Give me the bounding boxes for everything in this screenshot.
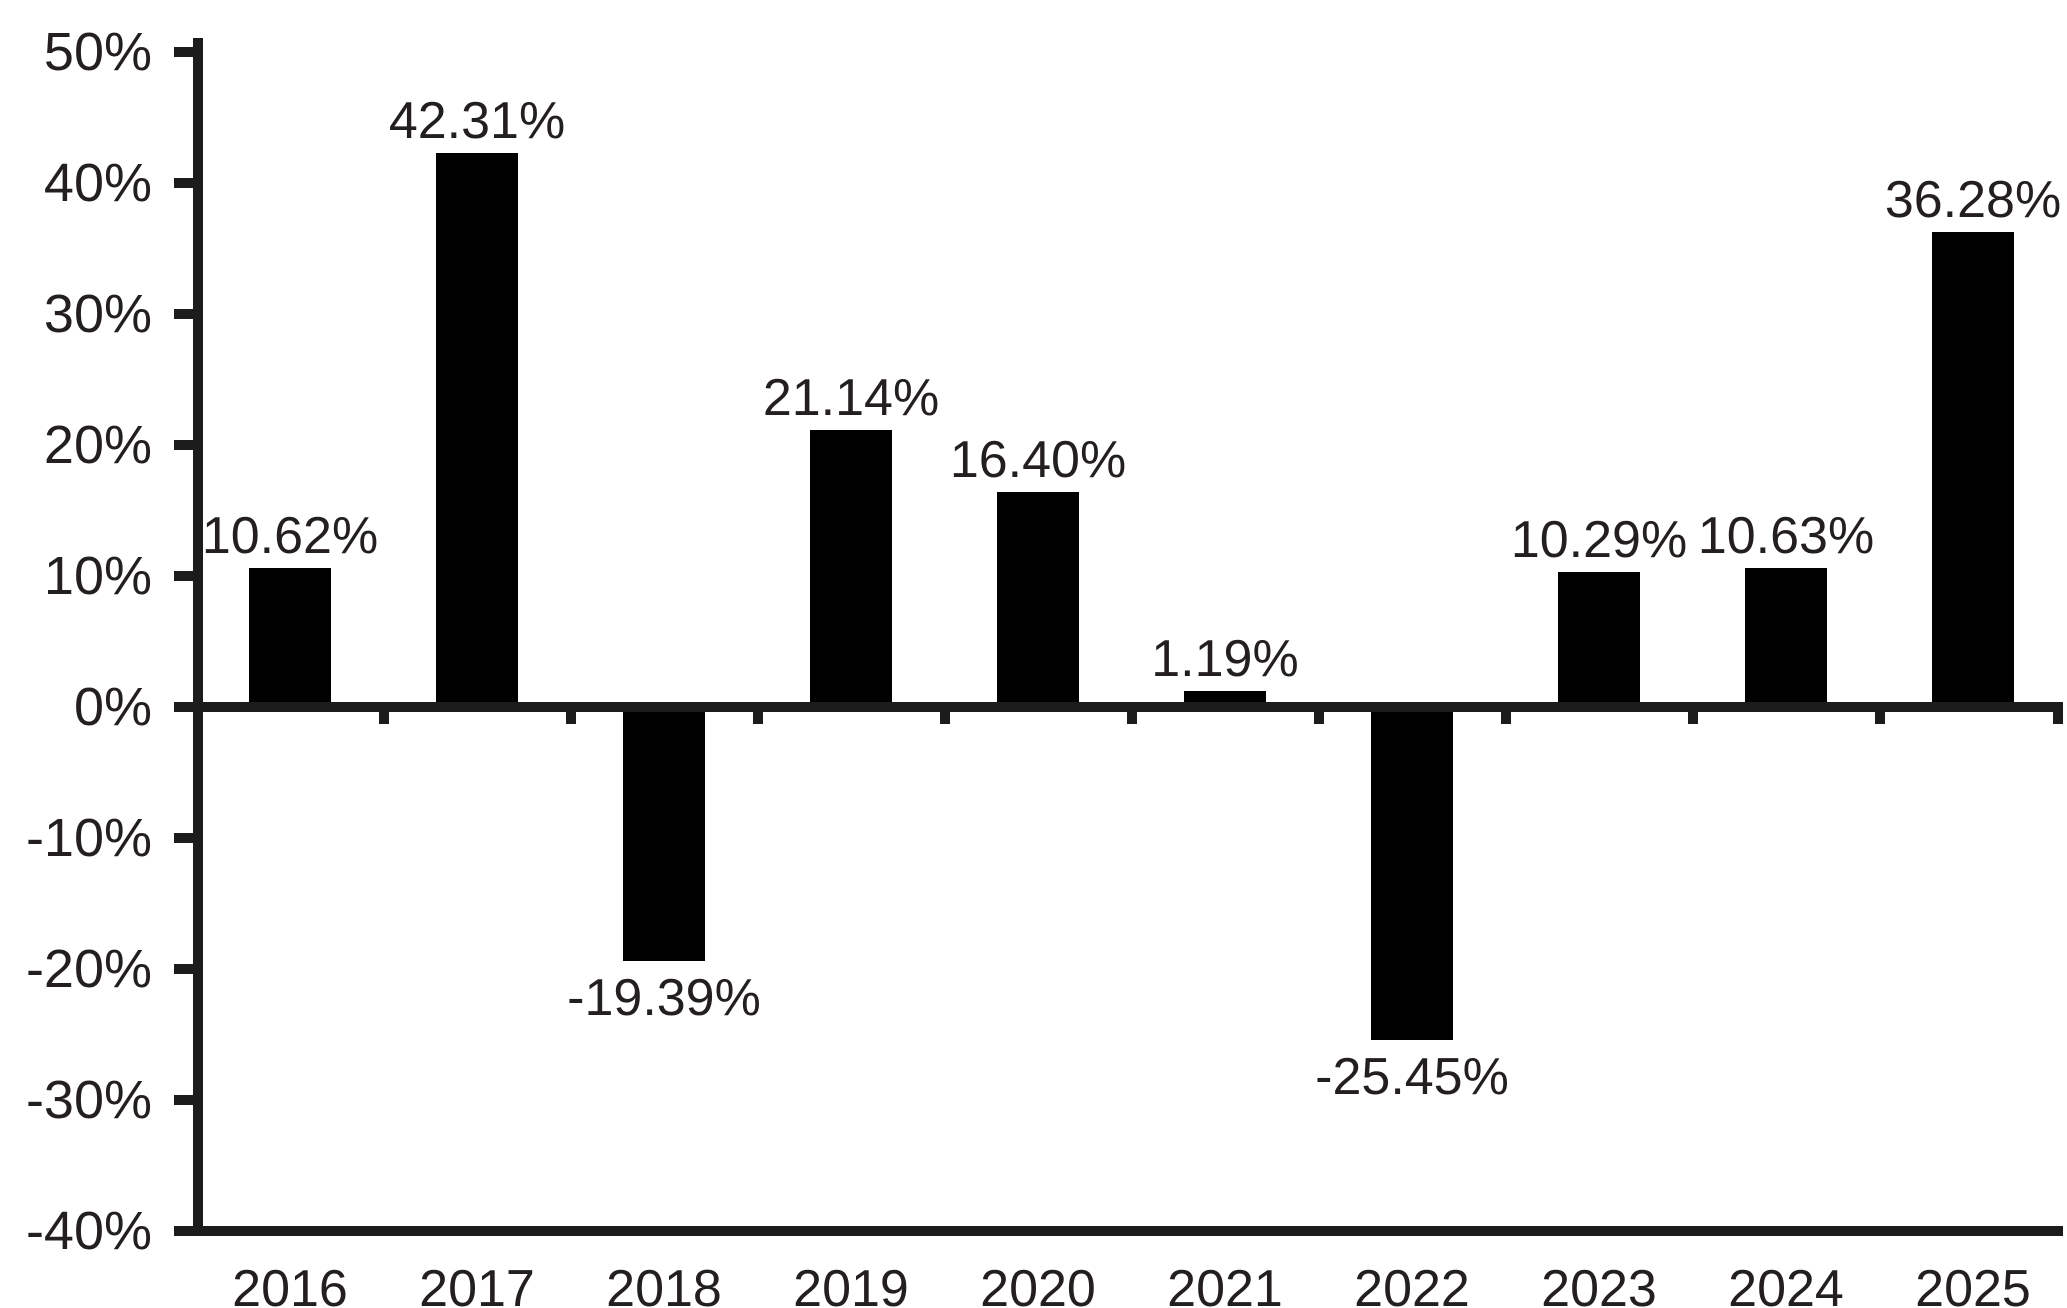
bar-value-label: -19.39% xyxy=(567,969,761,1027)
y-tick xyxy=(174,1095,202,1105)
bottom-spine xyxy=(192,1226,2063,1236)
x-category-label-2017: 2017 xyxy=(419,1260,535,1308)
y-tick-label: -40% xyxy=(25,1201,152,1261)
y-axis-spine xyxy=(192,38,203,1236)
y-tick xyxy=(174,440,202,450)
y-tick xyxy=(174,178,202,188)
x-category-label-2021: 2021 xyxy=(1167,1260,1283,1308)
x-tick xyxy=(1687,707,1698,724)
y-tick-label: 20% xyxy=(43,415,152,475)
y-tick-label: 40% xyxy=(43,153,152,213)
x-tick xyxy=(2053,707,2063,724)
bar-2019 xyxy=(810,430,892,707)
y-tick-label: -10% xyxy=(25,808,152,868)
y-tick-label: 0% xyxy=(73,677,152,737)
x-tick xyxy=(1313,707,1324,724)
x-tick xyxy=(1874,707,1885,724)
bar-value-label: 10.63% xyxy=(1697,506,1875,565)
bar-2016 xyxy=(249,567,331,707)
x-category-label-2025: 2025 xyxy=(1915,1260,2031,1308)
x-tick xyxy=(1500,707,1511,724)
x-category-label-2023: 2023 xyxy=(1541,1260,1657,1308)
y-tick xyxy=(174,47,202,57)
bar-2017 xyxy=(436,152,518,707)
y-tick xyxy=(174,833,202,843)
bar-2020 xyxy=(997,492,1079,707)
x-category-label-2018: 2018 xyxy=(606,1260,722,1308)
y-tick-label: 50% xyxy=(43,22,152,82)
x-category-label-2020: 2020 xyxy=(980,1260,1096,1308)
x-tick xyxy=(1126,707,1137,724)
y-tick-label: 10% xyxy=(43,546,152,606)
y-tick xyxy=(174,571,202,581)
bar-2022 xyxy=(1371,707,1453,1041)
x-tick xyxy=(565,707,576,724)
bar-value-label: 21.14% xyxy=(762,369,940,428)
x-tick xyxy=(752,707,763,724)
y-tick xyxy=(174,1226,202,1236)
bar-value-label: 1.19% xyxy=(1151,630,1299,689)
x-category-label-2022: 2022 xyxy=(1354,1260,1470,1308)
y-tick xyxy=(174,702,202,712)
bar-value-label: -25.45% xyxy=(1315,1048,1509,1107)
bar-2023 xyxy=(1558,572,1640,707)
bar-value-label: 10.62% xyxy=(201,506,379,565)
bar-2018 xyxy=(623,707,705,961)
x-category-label-2024: 2024 xyxy=(1728,1260,1844,1308)
x-tick xyxy=(378,707,389,724)
y-tick-label: -20% xyxy=(25,939,152,999)
x-category-label-2019: 2019 xyxy=(793,1260,909,1308)
y-tick xyxy=(174,964,202,974)
y-tick-label: -30% xyxy=(25,1070,152,1130)
x-category-label-2016: 2016 xyxy=(232,1260,348,1308)
bar-value-label: 10.29% xyxy=(1510,511,1688,570)
bar-value-label: 16.40% xyxy=(949,431,1127,490)
y-tick xyxy=(174,309,202,319)
bar-value-label: 36.28% xyxy=(1884,170,2062,229)
x-tick xyxy=(939,707,950,724)
bar-2025 xyxy=(1932,231,2014,707)
bar-2024 xyxy=(1745,567,1827,707)
y-tick-label: 30% xyxy=(43,284,152,344)
bar-value-label: 42.31% xyxy=(388,91,566,150)
